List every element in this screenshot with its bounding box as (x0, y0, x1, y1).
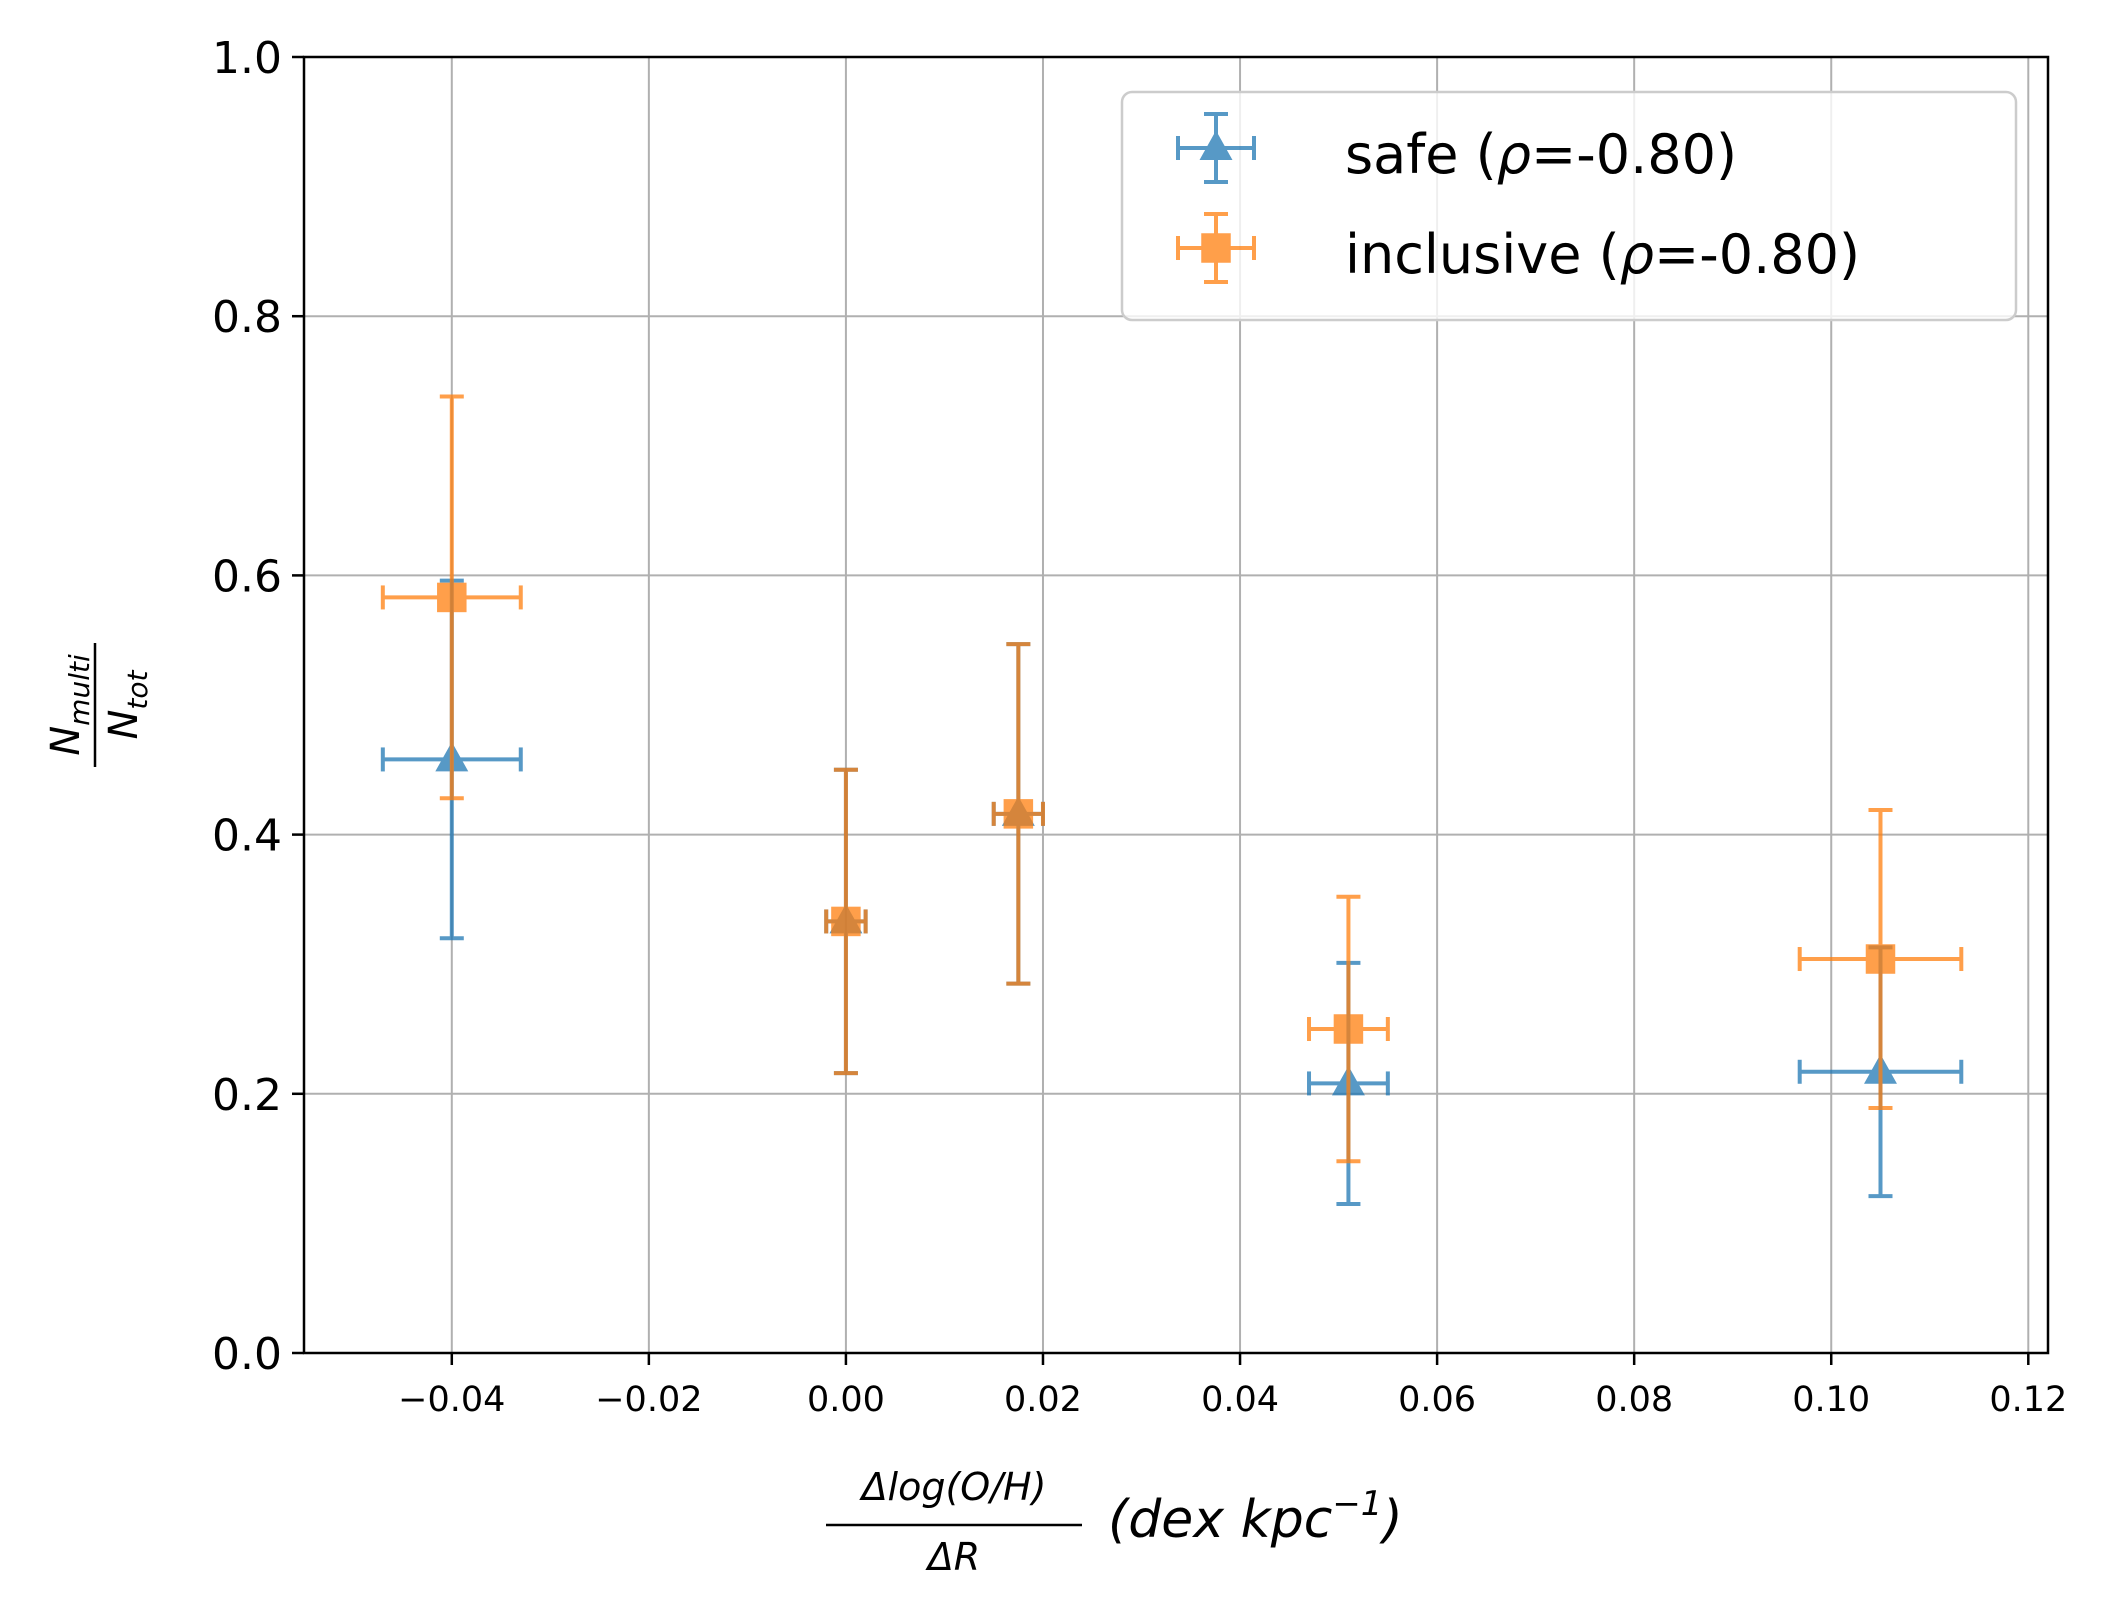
x-tick-label: 0.04 (1201, 1380, 1279, 1420)
plot-frame (302, 55, 2050, 1355)
y-tick-label: 0.4 (212, 811, 282, 862)
data-point-inclusive (991, 642, 1045, 986)
legend-handle-inclusive (1176, 212, 1256, 284)
legend-entry-safe: safe (ρ=-0.80) (1176, 112, 1737, 186)
y-axis-label: Nmulti Ntot (43, 643, 154, 767)
legend-label-inclusive: inclusive (ρ=-0.80) (1345, 223, 1860, 286)
x-tick-label: 0.10 (1792, 1380, 1870, 1420)
legend-handle-safe (1176, 112, 1256, 184)
y-tick-label: 1.0 (212, 33, 282, 84)
point-inclusive-marker (831, 906, 861, 937)
legend-glyph-inclusive (1176, 212, 1256, 284)
x-axis-ticks: −0.04 −0.02 0.00 0.02 0.04 0.06 0.08 0.10 0.12 (398, 1353, 2067, 1420)
y-axis-ticks: 0.0 0.2 0.4 0.6 0.8 1.0 (212, 33, 304, 1380)
x-tick-label: 0.08 (1595, 1380, 1673, 1420)
y-tick-label: 0.0 (212, 1329, 282, 1380)
x-tick-label: 0.12 (1989, 1380, 2067, 1420)
point-inclusive-marker (1865, 944, 1896, 974)
legend: safe (ρ=-0.80) inclusive (ρ=-0.80) (1120, 90, 2018, 322)
data-point-inclusive (1307, 894, 1390, 1164)
legend-entry-inclusive: inclusive (ρ=-0.80) (1176, 212, 1860, 286)
legend-safe-marker (1199, 130, 1233, 160)
data-point-inclusive (380, 394, 523, 801)
y-tick-label: 0.6 (212, 551, 282, 602)
data-series-layer (380, 394, 1964, 1206)
legend-inclusive-marker (1201, 233, 1231, 263)
y-tick-label: 0.8 (212, 292, 282, 343)
x-tick-label: 0.06 (1398, 1380, 1476, 1420)
data-point-inclusive (824, 767, 868, 1076)
point-inclusive-marker (1333, 1014, 1364, 1044)
series-inclusive (380, 394, 1964, 1164)
x-label-units: (dex kpc−1) (1108, 1484, 1403, 1550)
data-point-inclusive (1797, 807, 1964, 1111)
x-label-numerator: Δlog(O/H) (859, 1465, 1047, 1509)
legend-box (1120, 90, 2018, 322)
y-label-numerator: Nmulti (43, 654, 96, 756)
x-tick-label: 0.02 (1004, 1380, 1082, 1420)
point-inclusive-marker (1003, 799, 1034, 829)
x-tick-label: −0.04 (398, 1380, 505, 1420)
x-tick-label: −0.02 (595, 1380, 702, 1420)
point-inclusive-marker (437, 582, 467, 613)
x-axis-label: Δlog(O/H) ΔR (dex kpc−1) (826, 1465, 1403, 1579)
x-label-denominator: ΔR (925, 1535, 980, 1579)
legend-glyph-safe (1176, 112, 1256, 184)
legend-label-safe: safe (ρ=-0.80) (1345, 123, 1737, 186)
y-label-denominator: Ntot (101, 669, 154, 739)
y-tick-label: 0.2 (212, 1070, 282, 1121)
x-tick-label: 0.00 (807, 1380, 885, 1420)
